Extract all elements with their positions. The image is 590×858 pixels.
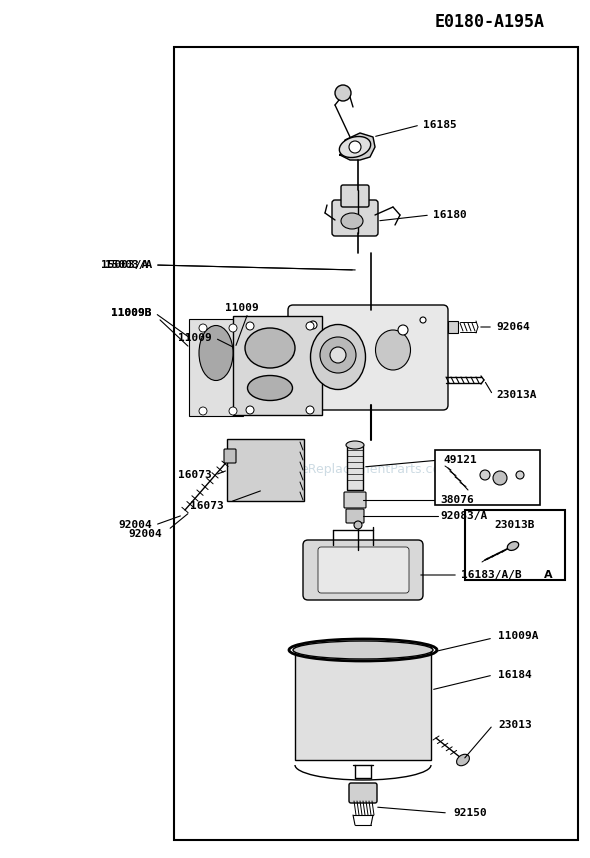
Ellipse shape [293, 641, 433, 659]
Text: 16185: 16185 [423, 120, 457, 130]
Text: 92004: 92004 [118, 520, 152, 530]
Ellipse shape [339, 136, 371, 158]
Circle shape [199, 324, 207, 332]
FancyBboxPatch shape [344, 492, 366, 508]
Text: 16184: 16184 [498, 670, 532, 680]
Bar [435, 450, 540, 505]
Text: 11009: 11009 [178, 333, 212, 343]
FancyBboxPatch shape [318, 547, 409, 593]
Circle shape [306, 322, 314, 330]
Text: 16183/A/B: 16183/A/B [461, 570, 522, 580]
Circle shape [199, 407, 207, 415]
Text: 38076: 38076 [440, 495, 474, 505]
Circle shape [330, 347, 346, 363]
Circle shape [229, 407, 237, 415]
Text: 16180: 16180 [433, 210, 467, 220]
Text: 49121: 49121 [443, 455, 477, 465]
Text: A: A [544, 570, 552, 580]
Ellipse shape [247, 376, 293, 401]
Circle shape [335, 85, 351, 101]
Ellipse shape [245, 328, 295, 368]
Ellipse shape [199, 325, 233, 380]
Ellipse shape [457, 754, 470, 765]
Text: eReplacementParts.com: eReplacementParts.com [300, 463, 452, 476]
FancyBboxPatch shape [288, 305, 448, 410]
Text: 11009A: 11009A [498, 631, 539, 641]
Circle shape [309, 321, 317, 329]
Ellipse shape [507, 541, 519, 551]
Circle shape [306, 406, 314, 414]
FancyBboxPatch shape [189, 319, 243, 416]
Ellipse shape [375, 330, 411, 370]
Circle shape [516, 471, 524, 479]
Text: E0180-A195A: E0180-A195A [435, 13, 545, 31]
Text: 92004: 92004 [128, 529, 162, 539]
Text: 92083/A: 92083/A [440, 511, 487, 521]
FancyBboxPatch shape [224, 449, 236, 463]
Text: 23013A: 23013A [496, 390, 536, 400]
FancyBboxPatch shape [303, 540, 423, 600]
Text: 16073: 16073 [178, 470, 212, 480]
Text: 23013B: 23013B [495, 520, 535, 530]
FancyBboxPatch shape [346, 509, 364, 523]
Text: 15003/A: 15003/A [105, 260, 152, 270]
FancyBboxPatch shape [233, 316, 322, 415]
Text: 11009B: 11009B [112, 308, 152, 318]
Bar [448, 321, 458, 333]
Circle shape [354, 521, 362, 529]
FancyBboxPatch shape [227, 439, 304, 501]
Ellipse shape [346, 441, 364, 449]
Text: 92150: 92150 [453, 808, 487, 818]
Circle shape [398, 325, 408, 335]
FancyBboxPatch shape [332, 200, 378, 236]
Circle shape [229, 324, 237, 332]
Text: 16073: 16073 [190, 501, 224, 511]
Polygon shape [340, 133, 375, 160]
Ellipse shape [310, 324, 365, 390]
Bar [347, 445, 363, 490]
Text: 92064: 92064 [496, 322, 530, 332]
Bar [295, 645, 431, 760]
Circle shape [320, 337, 356, 373]
Ellipse shape [341, 213, 363, 229]
FancyBboxPatch shape [341, 185, 369, 207]
Circle shape [349, 141, 361, 153]
Circle shape [480, 470, 490, 480]
Text: 23013: 23013 [498, 720, 532, 730]
Bar [174, 47, 578, 840]
Text: 15003/A: 15003/A [101, 260, 148, 270]
Circle shape [420, 317, 426, 323]
Circle shape [493, 471, 507, 485]
Circle shape [246, 406, 254, 414]
Text: 11009: 11009 [225, 303, 259, 313]
FancyBboxPatch shape [349, 783, 377, 803]
Text: 11009B: 11009B [112, 308, 152, 318]
Bar [465, 510, 565, 580]
Circle shape [246, 322, 254, 330]
